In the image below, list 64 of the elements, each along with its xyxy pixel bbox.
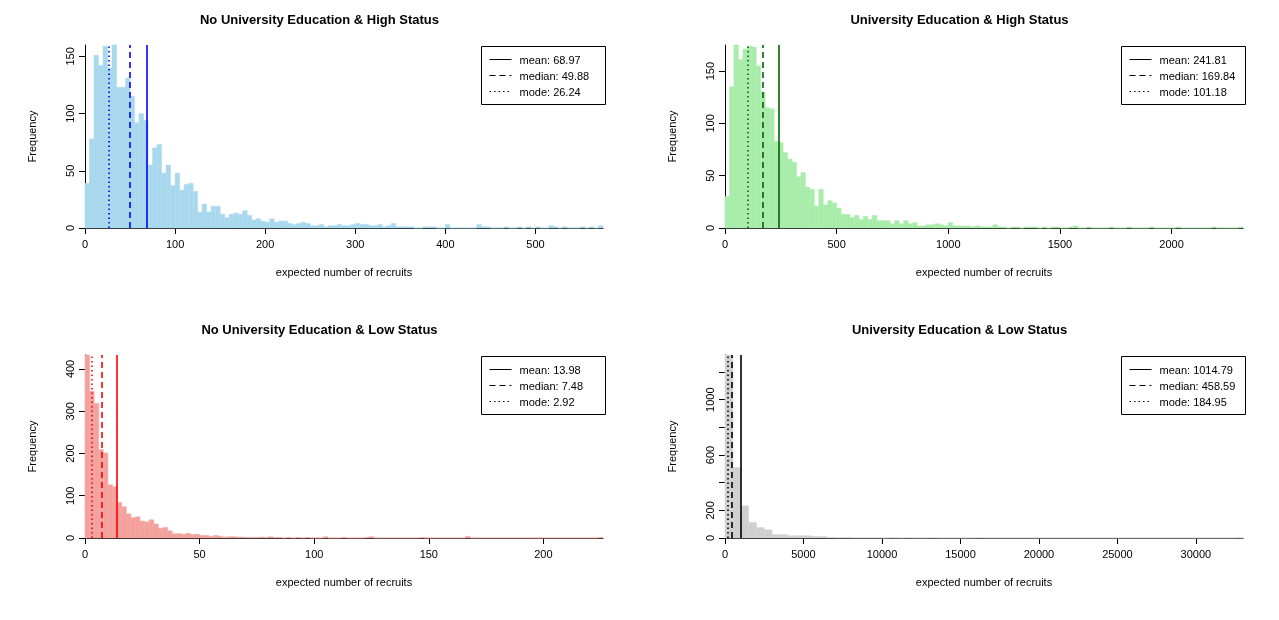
x-axis-title: expected number of recruits xyxy=(275,575,413,588)
y-tick-label: 600 xyxy=(703,445,716,465)
x-tick-label: 500 xyxy=(526,237,545,250)
y-axis-title: Frequency xyxy=(25,110,38,163)
x-tick-label: 25000 xyxy=(1102,547,1133,560)
y-tick-label: 1000 xyxy=(703,387,716,412)
annotation: median: 169.84 xyxy=(1159,69,1236,82)
x-tick-label: 1500 xyxy=(1047,237,1073,250)
chart-title: No University Education & Low Status xyxy=(201,322,438,337)
y-tick-label: 100 xyxy=(63,104,76,123)
x-tick-label: 5000 xyxy=(791,547,816,560)
annotation: mean: 13.98 xyxy=(519,363,581,376)
annotation: mean: 241.81 xyxy=(1159,53,1227,66)
annotation: mode: 2.92 xyxy=(519,395,575,408)
x-axis-title: expected number of recruits xyxy=(915,575,1053,588)
chart-title: University Education & Low Status xyxy=(851,322,1068,337)
y-tick-label: 100 xyxy=(63,486,76,505)
x-tick-label: 100 xyxy=(165,237,185,250)
x-axis-title: expected number of recruits xyxy=(275,265,413,278)
annotation: median: 458.59 xyxy=(1159,379,1236,392)
x-tick-label: 500 xyxy=(827,237,846,250)
x-tick-label: 100 xyxy=(305,547,324,560)
x-tick-label: 150 xyxy=(419,547,438,560)
y-axis-title: Frequency xyxy=(665,110,678,163)
y-tick-label: 100 xyxy=(703,114,716,133)
annotation: mean: 68.97 xyxy=(519,53,581,66)
annotation: median: 7.48 xyxy=(519,379,584,392)
x-tick-label: 0 xyxy=(721,547,729,560)
chart-title: No University Education & High Status xyxy=(199,12,440,27)
y-tick-label: 0 xyxy=(63,224,76,232)
y-tick-label: 150 xyxy=(63,47,76,66)
x-tick-label: 0 xyxy=(721,237,729,250)
x-tick-label: 200 xyxy=(255,237,275,250)
annotation: mean: 1014.79 xyxy=(1159,363,1233,376)
x-tick-label: 20000 xyxy=(1023,547,1055,560)
x-tick-label: 200 xyxy=(534,547,553,560)
y-tick-label: 0 xyxy=(703,534,716,542)
y-tick-label: 50 xyxy=(63,164,76,177)
y-tick-label: 200 xyxy=(63,444,76,463)
y-tick-label: 400 xyxy=(63,359,76,379)
x-tick-label: 0 xyxy=(81,547,89,560)
x-tick-label: 50 xyxy=(193,547,206,560)
x-tick-label: 400 xyxy=(436,237,455,250)
annotation: mode: 26.24 xyxy=(519,85,581,98)
x-tick-label: 0 xyxy=(81,237,89,250)
annotation: mode: 101.18 xyxy=(1159,85,1227,98)
y-axis-title: Frequency xyxy=(665,420,678,473)
y-tick-label: 300 xyxy=(63,402,76,421)
chart-title: University Education & High Status xyxy=(850,12,1069,27)
annotation: median: 49.88 xyxy=(519,69,590,82)
y-axis-title: Frequency xyxy=(25,420,38,473)
y-tick-label: 200 xyxy=(703,501,716,520)
x-tick-label: 15000 xyxy=(945,547,976,560)
y-tick-label: 150 xyxy=(703,61,716,81)
x-tick-label: 10000 xyxy=(866,547,898,560)
x-tick-label: 2000 xyxy=(1159,237,1184,250)
x-tick-label: 300 xyxy=(346,237,365,250)
x-axis-title: expected number of recruits xyxy=(915,265,1053,278)
x-tick-label: 30000 xyxy=(1180,547,1212,560)
annotation: mode: 184.95 xyxy=(1159,395,1227,408)
y-tick-label: 0 xyxy=(63,534,76,542)
x-tick-label: 1000 xyxy=(936,237,961,250)
y-tick-label: 50 xyxy=(703,169,716,182)
y-tick-label: 0 xyxy=(703,224,716,232)
